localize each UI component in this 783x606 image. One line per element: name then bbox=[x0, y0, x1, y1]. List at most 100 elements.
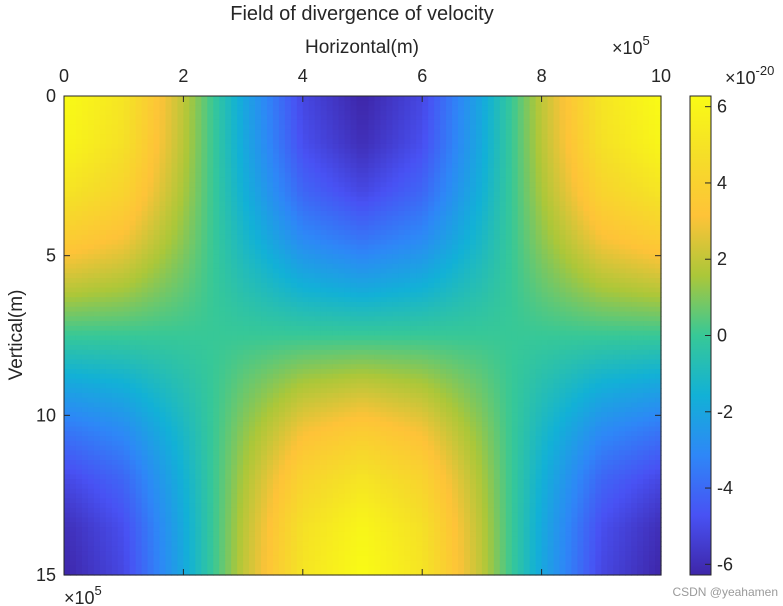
heatmap-cell bbox=[213, 201, 220, 207]
heatmap-cell bbox=[655, 268, 662, 274]
heatmap-cell bbox=[255, 182, 262, 188]
heatmap-cell bbox=[332, 172, 340, 179]
heatmap-cell bbox=[332, 177, 340, 183]
heatmap-cell bbox=[601, 287, 608, 293]
heatmap-cell bbox=[81, 330, 89, 337]
heatmap-cell bbox=[452, 325, 459, 332]
heatmap-cell bbox=[404, 134, 411, 140]
heatmap-cell bbox=[589, 96, 596, 102]
heatmap-cell bbox=[171, 249, 179, 255]
heatmap-cell bbox=[559, 96, 567, 102]
heatmap-cell bbox=[189, 273, 196, 279]
heatmap-cell bbox=[207, 239, 214, 246]
heatmap-cell bbox=[135, 234, 143, 241]
heatmap-cell bbox=[111, 230, 119, 236]
heatmap-cell bbox=[446, 153, 453, 159]
heatmap-cell bbox=[314, 330, 322, 337]
heatmap-cell bbox=[81, 268, 89, 274]
heatmap-cell bbox=[428, 124, 435, 131]
heatmap-cell bbox=[547, 158, 555, 164]
heatmap-cell bbox=[189, 139, 196, 145]
heatmap-cell bbox=[625, 263, 632, 270]
heatmap-cell bbox=[428, 263, 435, 270]
heatmap-cell bbox=[135, 287, 143, 293]
heatmap-cell bbox=[93, 148, 101, 155]
heatmap-cell bbox=[392, 119, 399, 126]
heatmap-cell bbox=[458, 177, 465, 183]
heatmap-cell bbox=[261, 258, 268, 265]
heatmap-cell bbox=[255, 143, 262, 150]
heatmap-cell bbox=[272, 124, 280, 131]
heatmap-cell bbox=[481, 316, 489, 322]
heatmap-cell bbox=[165, 297, 173, 303]
heatmap-cell bbox=[523, 301, 531, 308]
heatmap-cell bbox=[440, 220, 447, 226]
heatmap-cell bbox=[320, 263, 328, 270]
heatmap-cell bbox=[434, 201, 441, 207]
heatmap-cell bbox=[159, 330, 167, 337]
heatmap-cell bbox=[75, 244, 83, 250]
heatmap-cell bbox=[165, 301, 173, 308]
heatmap-cell bbox=[368, 119, 376, 126]
heatmap-cell bbox=[475, 115, 483, 121]
heatmap-cell bbox=[637, 115, 644, 121]
heatmap-cell bbox=[386, 239, 393, 246]
heatmap-cell bbox=[135, 263, 143, 270]
heatmap-cell bbox=[87, 301, 95, 308]
heatmap-cell bbox=[350, 239, 358, 246]
heatmap-cell bbox=[195, 330, 202, 337]
heatmap-cell bbox=[458, 316, 465, 322]
heatmap-cell bbox=[93, 282, 101, 289]
heatmap-cell bbox=[553, 254, 561, 260]
heatmap-cell bbox=[505, 124, 513, 131]
heatmap-cell bbox=[655, 100, 662, 107]
heatmap-cell bbox=[320, 96, 328, 102]
heatmap-cell bbox=[64, 105, 71, 111]
heatmap-cell bbox=[326, 167, 334, 174]
heatmap-cell bbox=[475, 139, 483, 145]
heatmap-cell bbox=[243, 201, 250, 207]
heatmap-cell bbox=[278, 268, 286, 274]
heatmap-cell bbox=[159, 263, 167, 270]
heatmap-cell bbox=[207, 249, 214, 255]
heatmap-cell bbox=[344, 292, 352, 298]
heatmap-cell bbox=[129, 100, 137, 107]
heatmap-cell bbox=[129, 301, 137, 308]
heatmap-cell bbox=[117, 196, 125, 202]
heatmap-cell bbox=[601, 148, 608, 155]
heatmap-cell bbox=[446, 177, 453, 183]
heatmap-cell bbox=[446, 249, 453, 255]
heatmap-cell bbox=[165, 316, 173, 322]
heatmap-cell bbox=[69, 100, 77, 107]
heatmap-cell bbox=[440, 182, 447, 188]
heatmap-cell bbox=[649, 220, 656, 226]
heatmap-cell bbox=[547, 215, 555, 222]
heatmap-cell bbox=[589, 316, 596, 322]
heatmap-cell bbox=[523, 134, 531, 140]
heatmap-cell bbox=[517, 210, 525, 217]
heatmap-cell bbox=[332, 100, 340, 107]
heatmap-cell bbox=[487, 282, 495, 289]
heatmap-cell bbox=[625, 210, 632, 217]
heatmap-cell bbox=[135, 201, 143, 207]
heatmap-cell bbox=[249, 110, 256, 116]
heatmap-cell bbox=[266, 215, 274, 222]
heatmap-cell bbox=[380, 282, 387, 289]
heatmap-cell bbox=[523, 148, 531, 155]
heatmap-cell bbox=[613, 297, 620, 303]
heatmap-cell bbox=[362, 134, 370, 140]
heatmap-cell bbox=[189, 148, 196, 155]
heatmap-cell bbox=[87, 148, 95, 155]
heatmap-cell bbox=[75, 196, 83, 202]
heatmap-cell bbox=[565, 210, 573, 217]
heatmap-cell bbox=[452, 215, 459, 222]
heatmap-cell bbox=[117, 201, 125, 207]
heatmap-cell bbox=[272, 316, 280, 322]
heatmap-cell bbox=[481, 177, 489, 183]
heatmap-cell bbox=[356, 148, 364, 155]
heatmap-cell bbox=[655, 249, 662, 255]
heatmap-cell bbox=[249, 215, 256, 222]
heatmap-cell bbox=[243, 124, 250, 131]
heatmap-cell bbox=[613, 139, 620, 145]
heatmap-cell bbox=[422, 321, 429, 327]
